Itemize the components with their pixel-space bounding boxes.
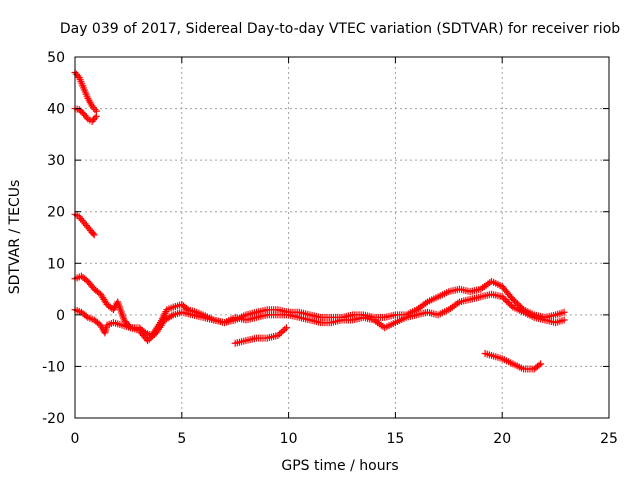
x-axis-label: GPS time / hours: [281, 458, 398, 474]
data-point-marker: [144, 337, 152, 345]
y-tick-label: 40: [47, 102, 65, 118]
data-point-marker: [279, 327, 287, 335]
y-tick-label: 10: [47, 256, 65, 272]
data-point-marker: [506, 300, 514, 308]
data-point-marker: [510, 297, 518, 305]
data-points: [71, 68, 568, 373]
y-axis-label: SDTVAR / TECUs: [7, 180, 23, 295]
data-point-marker: [560, 316, 568, 324]
chart-title: Day 039 of 2017, Sidereal Day-to-day VTE…: [60, 21, 620, 37]
data-point-marker: [147, 334, 155, 342]
data-point-marker: [560, 308, 568, 316]
grid: [75, 57, 609, 418]
data-point-marker: [535, 361, 543, 369]
y-tick-label: 20: [47, 205, 65, 221]
data-point-marker: [89, 230, 97, 238]
plot-frame: [74, 56, 610, 419]
x-tick-label: 15: [386, 431, 404, 447]
y-tick-label: 0: [56, 308, 65, 324]
data-point-marker: [92, 112, 100, 120]
data-point-marker: [537, 360, 545, 368]
x-axis: 0 5 10 15 20 25: [71, 57, 618, 447]
y-tick-label: 30: [47, 153, 65, 169]
data-point-marker: [501, 296, 509, 304]
data-point-marker: [498, 293, 506, 301]
data-point-marker: [168, 312, 176, 320]
data-point-marker: [82, 312, 90, 320]
data-point-marker: [91, 114, 99, 122]
y-axis: -20 -10 0 10 20 30 40 50: [42, 50, 609, 427]
y-tick-label: -10: [42, 359, 65, 375]
data-point-marker: [507, 302, 515, 310]
data-point-marker: [281, 325, 289, 333]
x-tick-label: 5: [177, 431, 186, 447]
data-point-marker: [504, 299, 512, 307]
x-tick-label: 0: [71, 431, 80, 447]
data-point-marker: [145, 335, 153, 343]
data-point-marker: [82, 113, 90, 121]
data-point-marker: [282, 324, 290, 332]
x-tick-label: 20: [493, 431, 511, 447]
data-point-marker: [276, 330, 284, 338]
data-point-marker: [503, 297, 511, 305]
y-tick-label: 50: [47, 50, 65, 66]
data-point-marker: [509, 295, 517, 303]
data-point-marker: [500, 294, 508, 302]
data-point-marker: [149, 332, 157, 340]
data-point-marker: [90, 231, 98, 239]
data-point-marker: [274, 331, 282, 339]
x-tick-label: 25: [600, 431, 618, 447]
data-point-marker: [91, 105, 99, 113]
data-point-marker: [512, 298, 520, 306]
data-point-marker: [74, 72, 82, 80]
y-tick-label: -20: [42, 411, 65, 427]
x-tick-label: 10: [280, 431, 298, 447]
data-point-marker: [277, 328, 285, 336]
